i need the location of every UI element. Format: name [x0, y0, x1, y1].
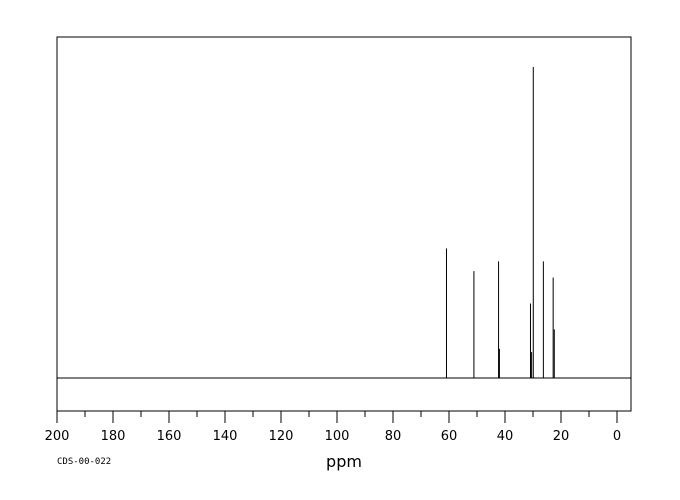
x-tick-label: 200 — [45, 429, 70, 444]
x-tick-label: 140 — [213, 429, 238, 444]
x-tick-label: 40 — [497, 429, 514, 444]
peak-group — [445, 67, 555, 378]
x-tick-label: 100 — [325, 429, 350, 444]
x-tick-label: 0 — [613, 429, 621, 444]
x-axis-label: ppm — [326, 452, 362, 471]
x-axis-ticks: 200 180 160 140 120 100 80 60 40 20 0 — [45, 411, 621, 444]
x-tick-label: 80 — [385, 429, 402, 444]
plot-frame — [56, 36, 632, 412]
x-tick-label: 20 — [553, 429, 570, 444]
spectrum-code-label: CDS-00-022 — [57, 457, 111, 467]
x-tick-label: 120 — [269, 429, 294, 444]
x-tick-label: 180 — [101, 429, 126, 444]
x-tick-label: 60 — [441, 429, 458, 444]
x-tick-label: 160 — [157, 429, 182, 444]
